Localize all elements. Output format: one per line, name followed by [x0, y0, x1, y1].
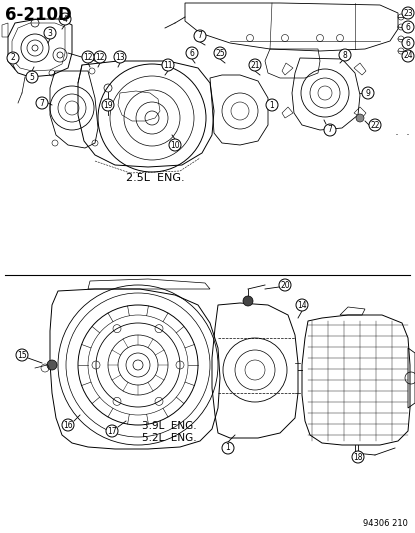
Circle shape — [114, 51, 126, 63]
Text: 2: 2 — [11, 53, 15, 62]
Circle shape — [162, 59, 174, 71]
Text: 25: 25 — [215, 49, 225, 58]
Circle shape — [402, 21, 414, 33]
Text: 1: 1 — [226, 443, 230, 453]
Text: 17: 17 — [107, 426, 117, 435]
Circle shape — [169, 139, 181, 151]
Text: 14: 14 — [297, 301, 307, 310]
Circle shape — [94, 51, 106, 63]
Circle shape — [36, 97, 48, 109]
Text: 20: 20 — [280, 280, 290, 289]
Text: 9: 9 — [366, 88, 371, 98]
Text: 16: 16 — [63, 421, 73, 430]
Text: 7: 7 — [327, 125, 332, 134]
Circle shape — [356, 114, 364, 122]
Text: 3: 3 — [48, 28, 52, 37]
Circle shape — [279, 279, 291, 291]
Circle shape — [194, 30, 206, 42]
Circle shape — [249, 59, 261, 71]
Circle shape — [402, 7, 414, 19]
Text: 8: 8 — [343, 51, 347, 60]
Circle shape — [62, 419, 74, 431]
Circle shape — [44, 27, 56, 39]
Text: 15: 15 — [17, 351, 27, 359]
Text: 6-210D: 6-210D — [5, 6, 72, 24]
Circle shape — [243, 296, 253, 306]
Text: 11: 11 — [163, 61, 173, 69]
Circle shape — [26, 71, 38, 83]
Circle shape — [352, 451, 364, 463]
Circle shape — [214, 47, 226, 59]
Circle shape — [296, 299, 308, 311]
Circle shape — [339, 49, 351, 61]
Text: 1: 1 — [270, 101, 274, 109]
Text: 22: 22 — [370, 120, 380, 130]
Text: 19: 19 — [103, 101, 113, 109]
Text: 21: 21 — [250, 61, 260, 69]
Circle shape — [362, 87, 374, 99]
Circle shape — [47, 360, 57, 370]
Circle shape — [266, 99, 278, 111]
Text: 10: 10 — [170, 141, 180, 149]
Circle shape — [102, 99, 114, 111]
Text: 23: 23 — [403, 9, 413, 18]
Text: 12: 12 — [83, 52, 93, 61]
Text: 6: 6 — [190, 49, 195, 58]
Text: 4: 4 — [63, 14, 67, 23]
Circle shape — [16, 349, 28, 361]
Text: 7: 7 — [39, 99, 44, 108]
Text: 6: 6 — [405, 22, 410, 31]
Text: 5: 5 — [29, 72, 34, 82]
Circle shape — [402, 50, 414, 62]
Circle shape — [402, 37, 414, 49]
Circle shape — [82, 51, 94, 63]
Circle shape — [106, 425, 118, 437]
Circle shape — [369, 119, 381, 131]
Text: 12: 12 — [95, 52, 105, 61]
Circle shape — [59, 13, 71, 25]
Text: 5.2L  ENG.: 5.2L ENG. — [142, 433, 197, 443]
Text: 94306 210: 94306 210 — [363, 519, 408, 528]
Circle shape — [7, 52, 19, 64]
Text: 13: 13 — [115, 52, 125, 61]
Text: 18: 18 — [353, 453, 363, 462]
Text: 6: 6 — [405, 38, 410, 47]
Text: 2.5L  ENG.: 2.5L ENG. — [126, 173, 184, 183]
Text: 7: 7 — [198, 31, 203, 41]
Text: 24: 24 — [403, 52, 413, 61]
Circle shape — [222, 442, 234, 454]
Text: 3.9L  ENG.: 3.9L ENG. — [142, 421, 197, 431]
Circle shape — [186, 47, 198, 59]
Circle shape — [324, 124, 336, 136]
